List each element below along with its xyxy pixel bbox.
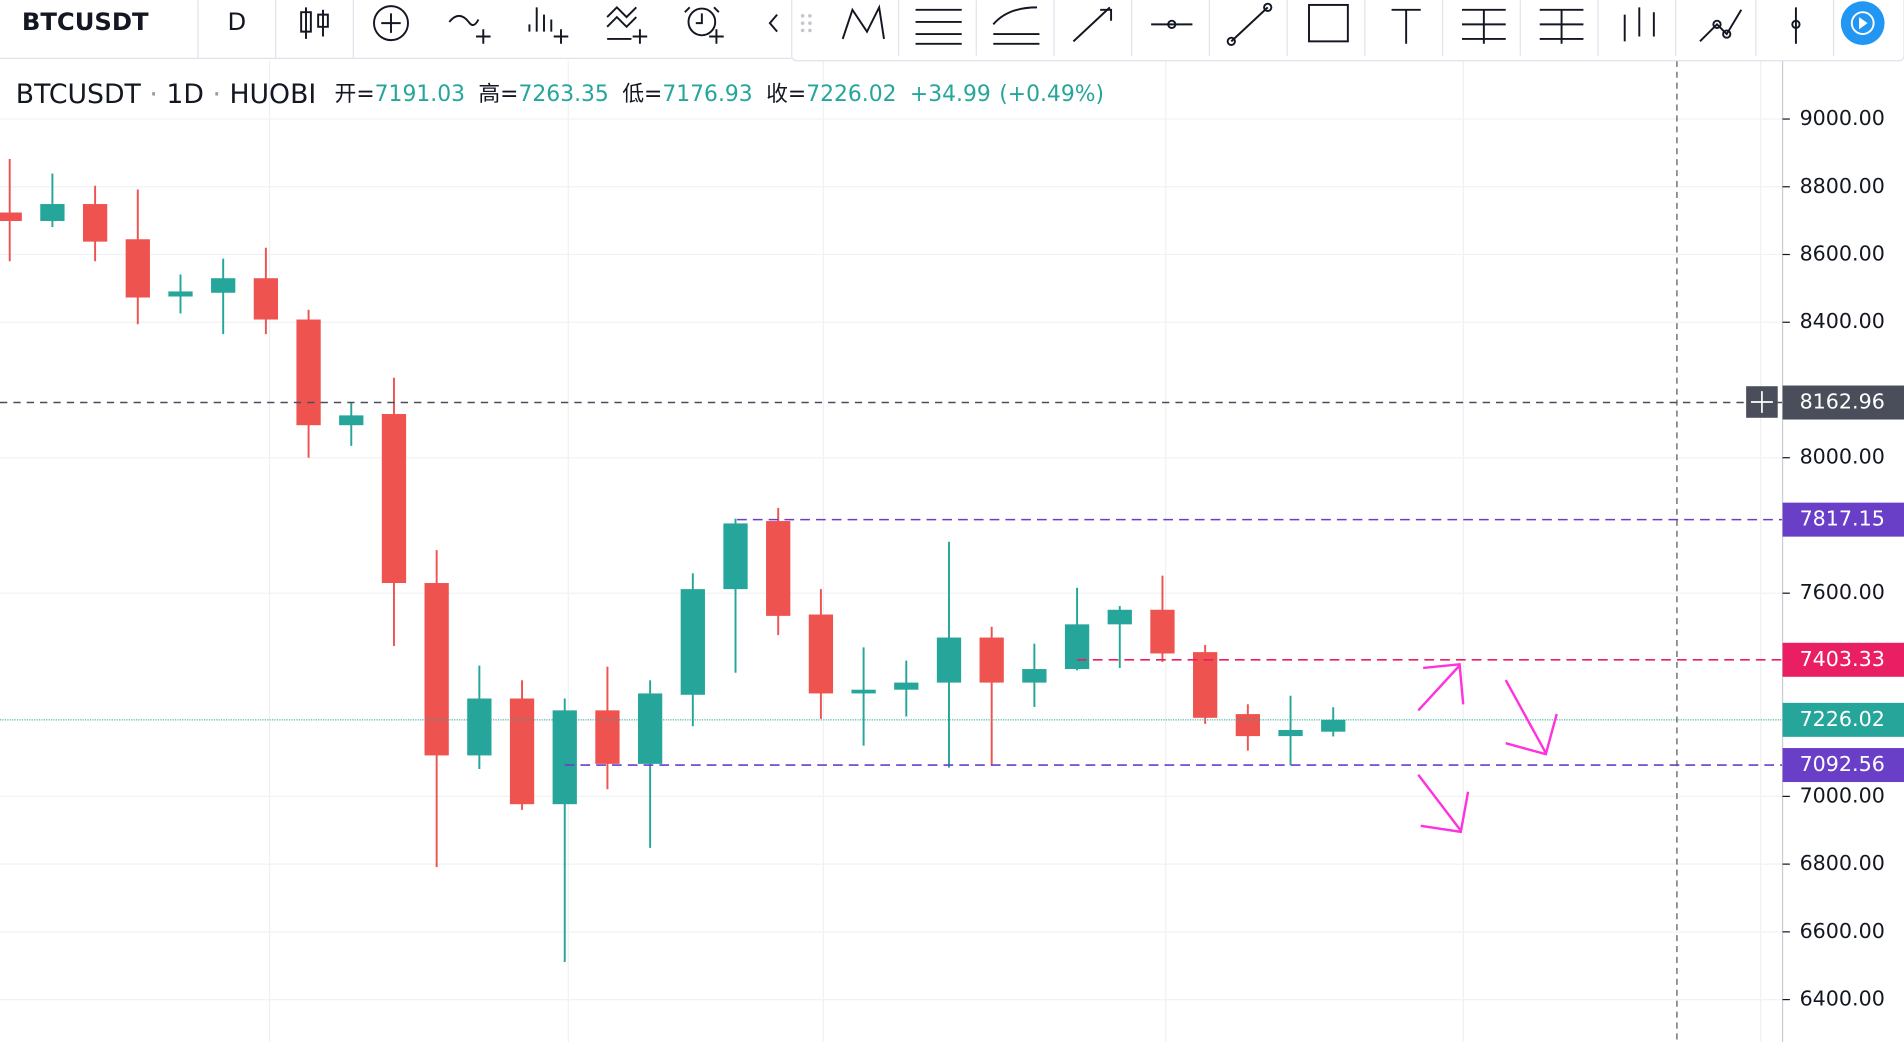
legend-close: 7226.02 [806, 82, 896, 107]
candle-body [339, 415, 364, 426]
candle-body [723, 523, 748, 590]
legend-open-label: 开= [335, 82, 375, 107]
price-label-box [1782, 748, 1904, 783]
candle-body [552, 710, 577, 805]
candle-body [1235, 714, 1260, 737]
price-label-box [1782, 502, 1904, 537]
candle-body [467, 698, 492, 756]
candle-body [125, 239, 150, 298]
candle-body [82, 204, 108, 242]
candle-body [253, 278, 279, 320]
candle-body [894, 682, 919, 690]
candle-body [1022, 669, 1047, 683]
candle-body [637, 693, 663, 764]
candle-body [0, 212, 22, 221]
candle-body [1193, 652, 1218, 718]
legend-close-label: 收= [766, 82, 806, 107]
y-tick-label: 9000.00 [1800, 106, 1885, 130]
legend-dot: · [212, 78, 221, 109]
candle-body [766, 521, 791, 616]
candle-body [595, 710, 620, 764]
y-tick-label: 6400.00 [1800, 987, 1885, 1011]
candle-body [381, 414, 407, 584]
price-label: 7403.33 [1800, 647, 1885, 671]
legend: BTCUSDT · 1D · HUOBI 开=7191.03 高=7263.35… [16, 78, 1104, 109]
legend-change-pct: (+0.49%) [999, 82, 1104, 107]
candle-body [1321, 719, 1346, 732]
candle-body [211, 278, 236, 293]
y-tick-label: 8600.00 [1800, 242, 1885, 266]
candle-body [808, 614, 834, 694]
symbol-button[interactable]: BTCUSDT [22, 7, 149, 36]
legend-exchange: HUOBI [229, 78, 316, 109]
candle-body [680, 589, 705, 695]
legend-open: 7191.03 [375, 82, 465, 107]
legend-dot: · [149, 78, 158, 109]
drawn-arrows [1417, 662, 1558, 834]
candle-body [296, 319, 321, 426]
legend-low: 7176.93 [662, 82, 752, 107]
legend-high-label: 高= [478, 82, 518, 107]
y-tick-label: 6800.00 [1800, 851, 1885, 875]
drawing-toolbar [791, 0, 1904, 62]
y-tick-label: 8400.00 [1800, 309, 1885, 333]
candle-body [1278, 730, 1303, 737]
candle-body [1150, 609, 1175, 654]
interval-button[interactable]: D [227, 7, 246, 36]
price-label: 7092.56 [1800, 752, 1885, 776]
crosshair-button[interactable] [1746, 386, 1778, 418]
price-label: 7817.15 [1800, 507, 1885, 531]
price-label-box [1782, 385, 1904, 420]
candle-body [40, 204, 65, 221]
y-tick-label: 8800.00 [1800, 174, 1885, 198]
candle-body [979, 637, 1004, 683]
candle-body [168, 291, 193, 297]
legend-high: 7263.35 [519, 82, 609, 107]
candle-body [509, 698, 535, 805]
price-label-box [1782, 642, 1904, 677]
vertical-grid [268, 60, 1762, 1042]
candle-body [424, 583, 449, 756]
candle-body [1107, 609, 1132, 625]
y-tick-label: 8000.00 [1800, 445, 1885, 469]
toolbar-icons[interactable] [841, 2, 1801, 46]
plot-area [0, 118, 1783, 1001]
price-label: 8162.96 [1800, 390, 1885, 414]
price-label: 7226.02 [1800, 707, 1885, 731]
legend-change: +34.99 [910, 82, 991, 107]
legend-low-label: 低= [622, 82, 662, 107]
header-separators [197, 0, 354, 59]
y-tick-label: 6600.00 [1800, 919, 1885, 943]
price-axis: 6400.00 6600.00 6800.00 7000.00 7600.00 8000.… [1782, 106, 1904, 1011]
price-label-box [1782, 702, 1904, 737]
candle-body [851, 689, 876, 694]
legend-interval: 1D [166, 78, 204, 109]
y-tick-label: 7000.00 [1800, 783, 1885, 807]
legend-symbol: BTCUSDT [16, 78, 142, 109]
candle-body [1064, 624, 1090, 670]
candle-body [936, 637, 962, 683]
y-tick-label: 7600.00 [1800, 580, 1885, 604]
header-icons[interactable] [300, 5, 778, 44]
